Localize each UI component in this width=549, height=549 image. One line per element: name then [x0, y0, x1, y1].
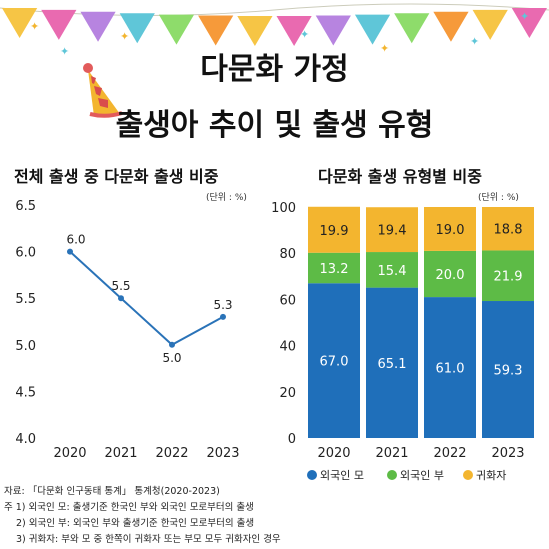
legend-label: 귀화자	[476, 469, 506, 482]
x-tick-label: 2023	[206, 446, 239, 461]
bunting-flag	[80, 11, 116, 42]
data-label: 20.0	[436, 268, 465, 283]
legend-label: 외국인 모	[320, 469, 364, 482]
legend-marker	[307, 470, 317, 480]
y-tick-label: 5.5	[15, 292, 36, 307]
data-label: 15.4	[378, 264, 407, 279]
bunting-flag	[41, 9, 77, 40]
stacked-bar-chart: 0 20 40 60 80 100 67.0 13.2 19.9 2020 65.1 15.4 19.4…	[271, 201, 534, 482]
bunting-flag	[433, 11, 469, 42]
data-label: 6.0	[66, 233, 85, 247]
legend-label: 외국인 부	[400, 469, 444, 482]
bar-segment	[424, 297, 476, 438]
bar-segment	[482, 250, 534, 302]
bunting-flag	[119, 13, 155, 44]
bunting-flag	[472, 9, 508, 40]
y-tick-label: 5.0	[15, 339, 36, 354]
x-tick-label: 2020	[53, 446, 86, 461]
y-tick-label: 80	[279, 247, 296, 262]
data-label: 59.3	[494, 364, 523, 379]
data-label: 5.0	[162, 351, 181, 365]
x-tick-label: 2021	[104, 446, 137, 461]
x-tick-label: 2022	[433, 446, 466, 461]
data-label: 67.0	[320, 355, 349, 370]
bunting-flag	[511, 8, 547, 38]
y-tick-label: 40	[279, 340, 296, 355]
y-tick-label: 4.5	[15, 385, 36, 400]
series-line	[69, 250, 224, 347]
bar-chart-title: 다문화 출생 유형별 비중	[318, 167, 482, 186]
y-tick-label: 20	[279, 386, 296, 401]
line-chart-title: 전체 출생 중 다문화 출생 비중	[14, 167, 219, 186]
data-label: 19.0	[436, 223, 465, 238]
y-tick-label: 4.0	[15, 432, 36, 447]
bunting-flag	[354, 14, 391, 45]
data-label: 5.3	[213, 298, 232, 312]
bunting-flag	[315, 15, 351, 46]
data-label: 21.9	[494, 270, 523, 285]
y-tick-label: 60	[279, 293, 296, 308]
data-point	[67, 248, 73, 255]
data-point	[220, 313, 226, 320]
bunting-flag	[158, 14, 195, 45]
data-label: 65.1	[378, 357, 407, 372]
sparkle-icon: ✦	[470, 35, 479, 48]
note-3: 3) 귀화자: 부와 모 중 한쪽이 귀화자 또는 부모 모두 귀화자인 경우	[16, 534, 281, 545]
bar-segment	[424, 250, 476, 298]
legend-marker	[387, 470, 397, 480]
footnotes: 자료: 「다문화 인구동태 통계」 통계청(2020-2023) 주 1) 외국…	[4, 484, 281, 548]
x-tick-label: 2021	[375, 446, 408, 461]
bar-segment	[308, 252, 360, 284]
bar-segment	[366, 252, 418, 288]
bunting-flag	[2, 8, 38, 38]
line-chart: 4.0 4.5 5.0 5.5 6.0 6.5 2020 2021 2022 2023 6.0 5.5…	[15, 199, 239, 461]
bar-segment	[308, 206, 360, 253]
bar-chart-unit: (단위 : %)	[478, 193, 519, 203]
y-tick-label: 6.0	[15, 246, 36, 261]
data-label: 5.5	[111, 279, 130, 293]
sparkle-icon: ✦	[120, 30, 129, 43]
data-label: 61.0	[436, 362, 465, 377]
data-label: 19.9	[320, 224, 349, 239]
data-point	[169, 341, 175, 348]
bar-segment	[366, 287, 418, 438]
legend-marker	[463, 470, 473, 480]
party-hat-icon	[83, 63, 123, 118]
bar-segment	[366, 207, 418, 253]
page-title-line-1: 다문화 가정	[200, 52, 349, 87]
y-tick-label: 6.5	[15, 199, 36, 214]
sparkle-icon: ✦	[520, 10, 529, 23]
x-tick-label: 2022	[155, 446, 188, 461]
bunting-flag	[198, 15, 234, 46]
sparkle-icon: ✦	[380, 42, 389, 55]
note-1: 주 1) 외국인 모: 출생기준 한국인 부와 외국인 모로부터의 출생	[4, 502, 254, 513]
bar-segment	[424, 207, 476, 251]
sparkle-icon: ✦	[300, 28, 309, 41]
page-title-line-2: 출생아 추이 및 출생 유형	[115, 108, 434, 143]
x-tick-label: 2020	[317, 446, 350, 461]
bunting-decoration: ✦ ✦ ✦ ✦ ✦ ✦ ✦	[0, 3, 549, 58]
bar-segment	[308, 283, 360, 438]
data-label: 13.2	[320, 262, 349, 277]
bunting-flag	[276, 15, 312, 46]
source-note: 자료: 「다문화 인구동태 통계」 통계청(2020-2023)	[4, 486, 220, 497]
data-point	[118, 295, 124, 302]
x-tick-label: 2023	[491, 446, 524, 461]
bar-segment	[482, 207, 534, 251]
bunting-flag	[394, 13, 430, 44]
data-label: 19.4	[378, 224, 407, 239]
y-tick-label: 0	[288, 432, 296, 447]
y-tick-label: 100	[271, 201, 296, 216]
bar-segment	[482, 301, 534, 438]
line-chart-unit: (단위 : %)	[206, 193, 247, 203]
sparkle-icon: ✦	[30, 20, 39, 33]
bunting-flag	[237, 15, 273, 46]
data-label: 18.8	[494, 223, 523, 238]
note-2: 2) 외국인 부: 외국인 부와 출생기준 한국인 모로부터의 출생	[16, 518, 255, 529]
sparkle-icon: ✦	[60, 45, 69, 58]
